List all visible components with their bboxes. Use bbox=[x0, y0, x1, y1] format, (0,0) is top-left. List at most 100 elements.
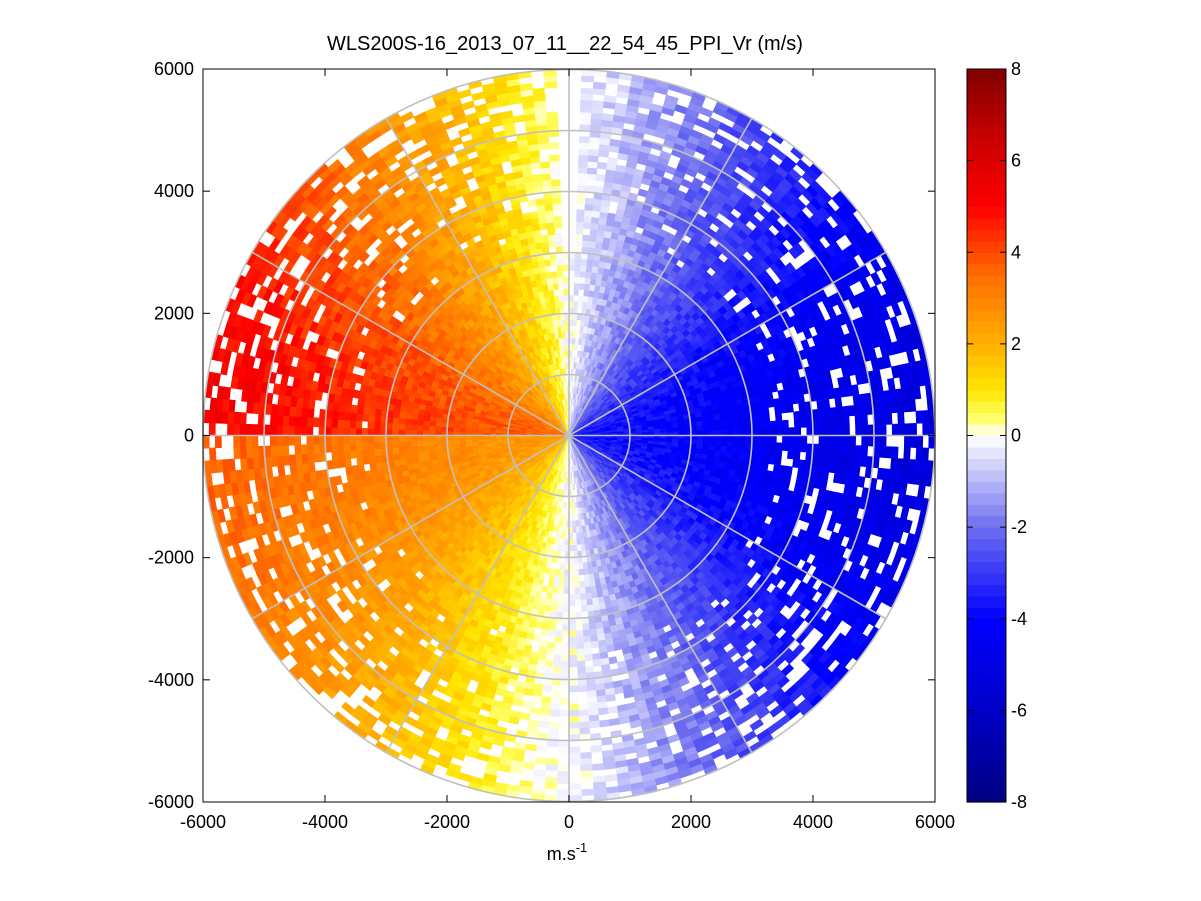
velocity-cell bbox=[410, 418, 418, 426]
velocity-cell bbox=[477, 438, 485, 443]
velocity-cell bbox=[560, 319, 566, 327]
velocity-cell bbox=[726, 417, 734, 425]
velocity-cell bbox=[550, 599, 558, 607]
velocity-cell bbox=[422, 444, 430, 452]
velocity-cell bbox=[557, 270, 564, 278]
velocity-cell bbox=[708, 440, 716, 447]
velocity-cell bbox=[568, 593, 576, 601]
velocity-cell bbox=[733, 429, 741, 436]
velocity-cell bbox=[727, 429, 735, 436]
chart-title: WLS200S-16_2013_07_11__22_54_45_PPI_Vr (… bbox=[327, 33, 803, 55]
velocity-cell bbox=[410, 445, 418, 453]
velocity-cell bbox=[397, 429, 405, 436]
velocity-cell bbox=[562, 599, 570, 607]
velocity-cell bbox=[483, 437, 491, 442]
velocity-cell bbox=[397, 435, 405, 442]
velocity-cell bbox=[428, 425, 436, 432]
velocity-cell bbox=[555, 307, 561, 315]
velocity-cell bbox=[727, 435, 735, 442]
velocity-cell bbox=[707, 414, 715, 422]
velocity-cell bbox=[585, 592, 593, 600]
velocity-cell bbox=[573, 581, 580, 589]
velocity-cell bbox=[558, 288, 565, 296]
velocity-cell bbox=[653, 428, 661, 433]
velocity-cell bbox=[708, 444, 716, 452]
velocity-cell bbox=[560, 325, 566, 333]
velocity-cell bbox=[404, 417, 412, 425]
velocity-cell bbox=[733, 435, 741, 442]
velocity-cell bbox=[559, 563, 565, 571]
velocity-cell bbox=[452, 438, 460, 444]
velocity-cell bbox=[702, 425, 710, 432]
velocity-cell bbox=[714, 440, 722, 447]
velocity-cell bbox=[573, 282, 580, 290]
velocity-cell bbox=[452, 427, 460, 433]
velocity-cell bbox=[666, 427, 673, 433]
velocity-cell bbox=[714, 424, 722, 431]
velocity-cell bbox=[585, 598, 594, 606]
velocity-cell bbox=[403, 435, 411, 442]
velocity-cell bbox=[708, 424, 716, 431]
velocity-cell bbox=[562, 349, 567, 357]
velocity-cell bbox=[578, 568, 585, 576]
velocity-cell bbox=[572, 306, 579, 314]
velocity-cell bbox=[726, 446, 734, 454]
velocity-cell bbox=[552, 580, 560, 589]
velocity-cell bbox=[465, 438, 472, 444]
velocity-cell bbox=[678, 438, 686, 444]
velocity-cell bbox=[398, 446, 406, 454]
velocity-cell bbox=[647, 429, 655, 434]
velocity-cell bbox=[573, 563, 579, 571]
velocity-cell bbox=[659, 428, 667, 433]
velocity-cell bbox=[410, 435, 417, 442]
velocity-cell bbox=[404, 440, 412, 448]
velocity-cell bbox=[568, 599, 576, 607]
velocity-cell bbox=[702, 439, 710, 446]
velocity-cell bbox=[562, 270, 570, 278]
velocity-cell bbox=[583, 580, 591, 588]
velocity-cell bbox=[545, 271, 553, 279]
velocity-cell bbox=[398, 452, 407, 460]
velocity-cell bbox=[720, 440, 728, 447]
velocity-cell bbox=[713, 413, 722, 421]
velocity-cell bbox=[574, 593, 581, 601]
velocity-cell bbox=[579, 593, 587, 601]
velocity-cell bbox=[572, 538, 578, 546]
velocity-cell bbox=[721, 429, 728, 436]
velocity-cell bbox=[416, 424, 424, 431]
velocity-cell bbox=[577, 562, 584, 570]
velocity-cell bbox=[551, 593, 559, 601]
velocity-cell bbox=[568, 587, 575, 595]
velocity-cell bbox=[397, 440, 406, 448]
velocity-cell bbox=[558, 294, 565, 302]
velocity-cell bbox=[572, 532, 577, 540]
velocity-cell bbox=[558, 575, 565, 583]
velocity-cell bbox=[571, 520, 576, 528]
velocity-cell bbox=[562, 343, 567, 351]
velocity-cell bbox=[552, 276, 559, 284]
velocity-cell bbox=[584, 586, 592, 594]
velocity-cell bbox=[720, 418, 728, 426]
velocity-cell bbox=[579, 587, 586, 595]
velocity-cell bbox=[559, 557, 566, 565]
velocity-cell bbox=[403, 429, 411, 436]
velocity-cell bbox=[560, 544, 566, 552]
velocity-cell bbox=[726, 440, 734, 448]
velocity-cell bbox=[557, 587, 565, 595]
velocity-cell bbox=[410, 451, 419, 458]
velocity-cell bbox=[434, 444, 442, 450]
velocity-cell bbox=[553, 574, 560, 583]
velocity-cell bbox=[732, 417, 740, 425]
velocity-cell bbox=[561, 337, 567, 345]
velocity-cell bbox=[578, 574, 585, 583]
velocity-cell bbox=[574, 264, 582, 272]
velocity-cell bbox=[458, 438, 466, 444]
velocity-cell bbox=[557, 593, 564, 601]
velocity-cell bbox=[428, 439, 436, 446]
velocity-cell bbox=[404, 423, 412, 431]
velocity-cell bbox=[563, 587, 570, 595]
velocity-cell bbox=[672, 427, 680, 433]
velocity-cell bbox=[404, 451, 413, 459]
velocity-cell bbox=[573, 569, 580, 577]
